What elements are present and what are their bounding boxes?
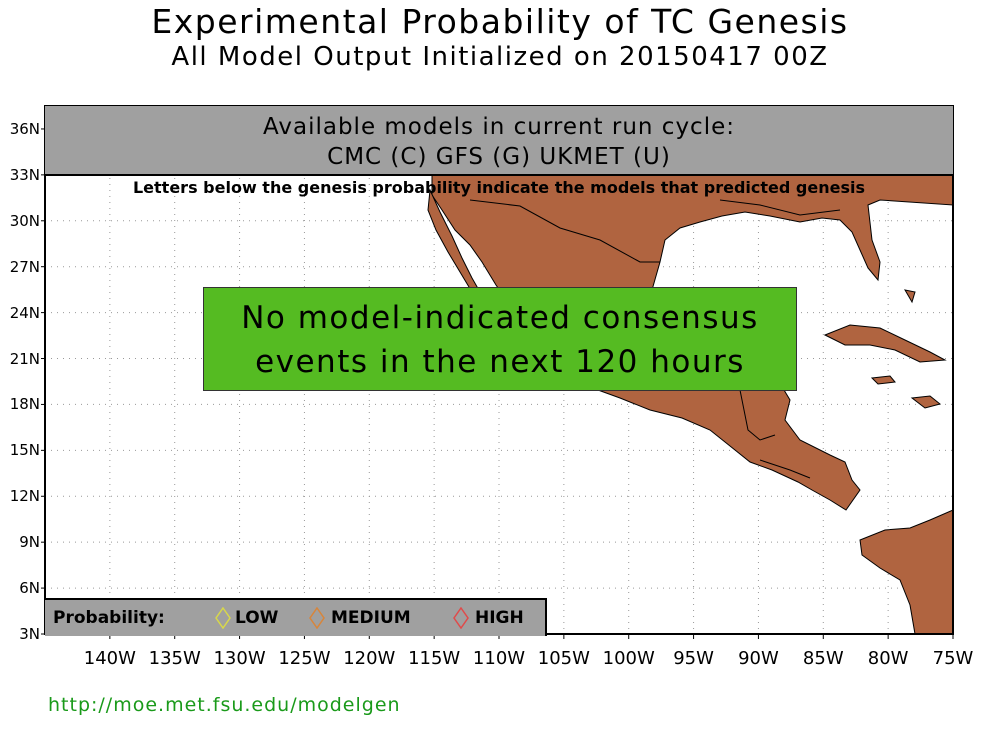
no-events-message: No model-indicated consensus events in t… <box>203 287 797 391</box>
lat-label: 33N <box>9 165 40 184</box>
high-diamond-icon <box>453 607 469 629</box>
map-subtitle: All Model Output Initialized on 20150417… <box>171 42 829 72</box>
lat-label: 27N <box>9 257 40 276</box>
cuba-land <box>823 324 947 363</box>
available-models-panel: Available models in current run cycle: C… <box>45 106 953 176</box>
lat-label: 6N <box>19 579 40 598</box>
message-line-1: No model-indicated consensus <box>241 300 759 336</box>
source-url[interactable]: http://moe.met.fsu.edu/modelgen <box>48 694 401 716</box>
legend-title: Probability: <box>53 608 165 628</box>
lat-label: 12N <box>9 487 40 506</box>
lon-label: 135W <box>148 648 201 669</box>
lon-label: 80W <box>867 648 909 669</box>
lat-label: 15N <box>9 441 40 460</box>
letters-note: Letters below the genesis probability in… <box>132 178 865 197</box>
borders <box>469 199 841 479</box>
lat-label: 18N <box>9 395 40 414</box>
legend-medium: MEDIUM <box>331 608 411 628</box>
lon-label: 85W <box>802 648 844 669</box>
lat-label: 21N <box>9 349 40 368</box>
lon-label: 130W <box>213 648 266 669</box>
legend-high: HIGH <box>475 608 524 628</box>
probability-legend: Probability: LOW MEDIUM HIGH <box>45 598 547 636</box>
jamaica-land <box>870 375 896 385</box>
caribbean-islands <box>910 395 942 409</box>
lat-label: 24N <box>9 303 40 322</box>
lon-label: 110W <box>472 648 526 669</box>
lon-label: 95W <box>673 648 714 669</box>
available-models-list: CMC (C) GFS (G) UKMET (U) <box>327 144 671 170</box>
lat-label: 3N <box>19 625 40 643</box>
lon-label: 105W <box>537 648 590 669</box>
lat-label: 30N <box>9 211 40 230</box>
medium-diamond-icon <box>309 607 325 629</box>
bahamas-land <box>904 289 916 304</box>
message-line-2: events in the next 120 hours <box>255 344 745 380</box>
lon-label: 120W <box>343 648 396 669</box>
available-models-heading: Available models in current run cycle: <box>262 114 735 140</box>
low-diamond-icon <box>215 607 231 629</box>
lon-label: 90W <box>738 648 779 669</box>
lon-label: 140W <box>83 648 136 669</box>
lon-label: 115W <box>408 648 461 669</box>
axis-ticks <box>41 128 954 639</box>
map-title: Experimental Probability of TC Genesis <box>151 2 849 41</box>
legend-low: LOW <box>235 608 279 628</box>
lat-label: 9N <box>19 533 40 552</box>
lat-label: 36N <box>9 119 40 138</box>
lon-label: 125W <box>278 648 331 669</box>
lon-label: 75W <box>932 648 974 669</box>
lon-label: 100W <box>602 648 655 669</box>
